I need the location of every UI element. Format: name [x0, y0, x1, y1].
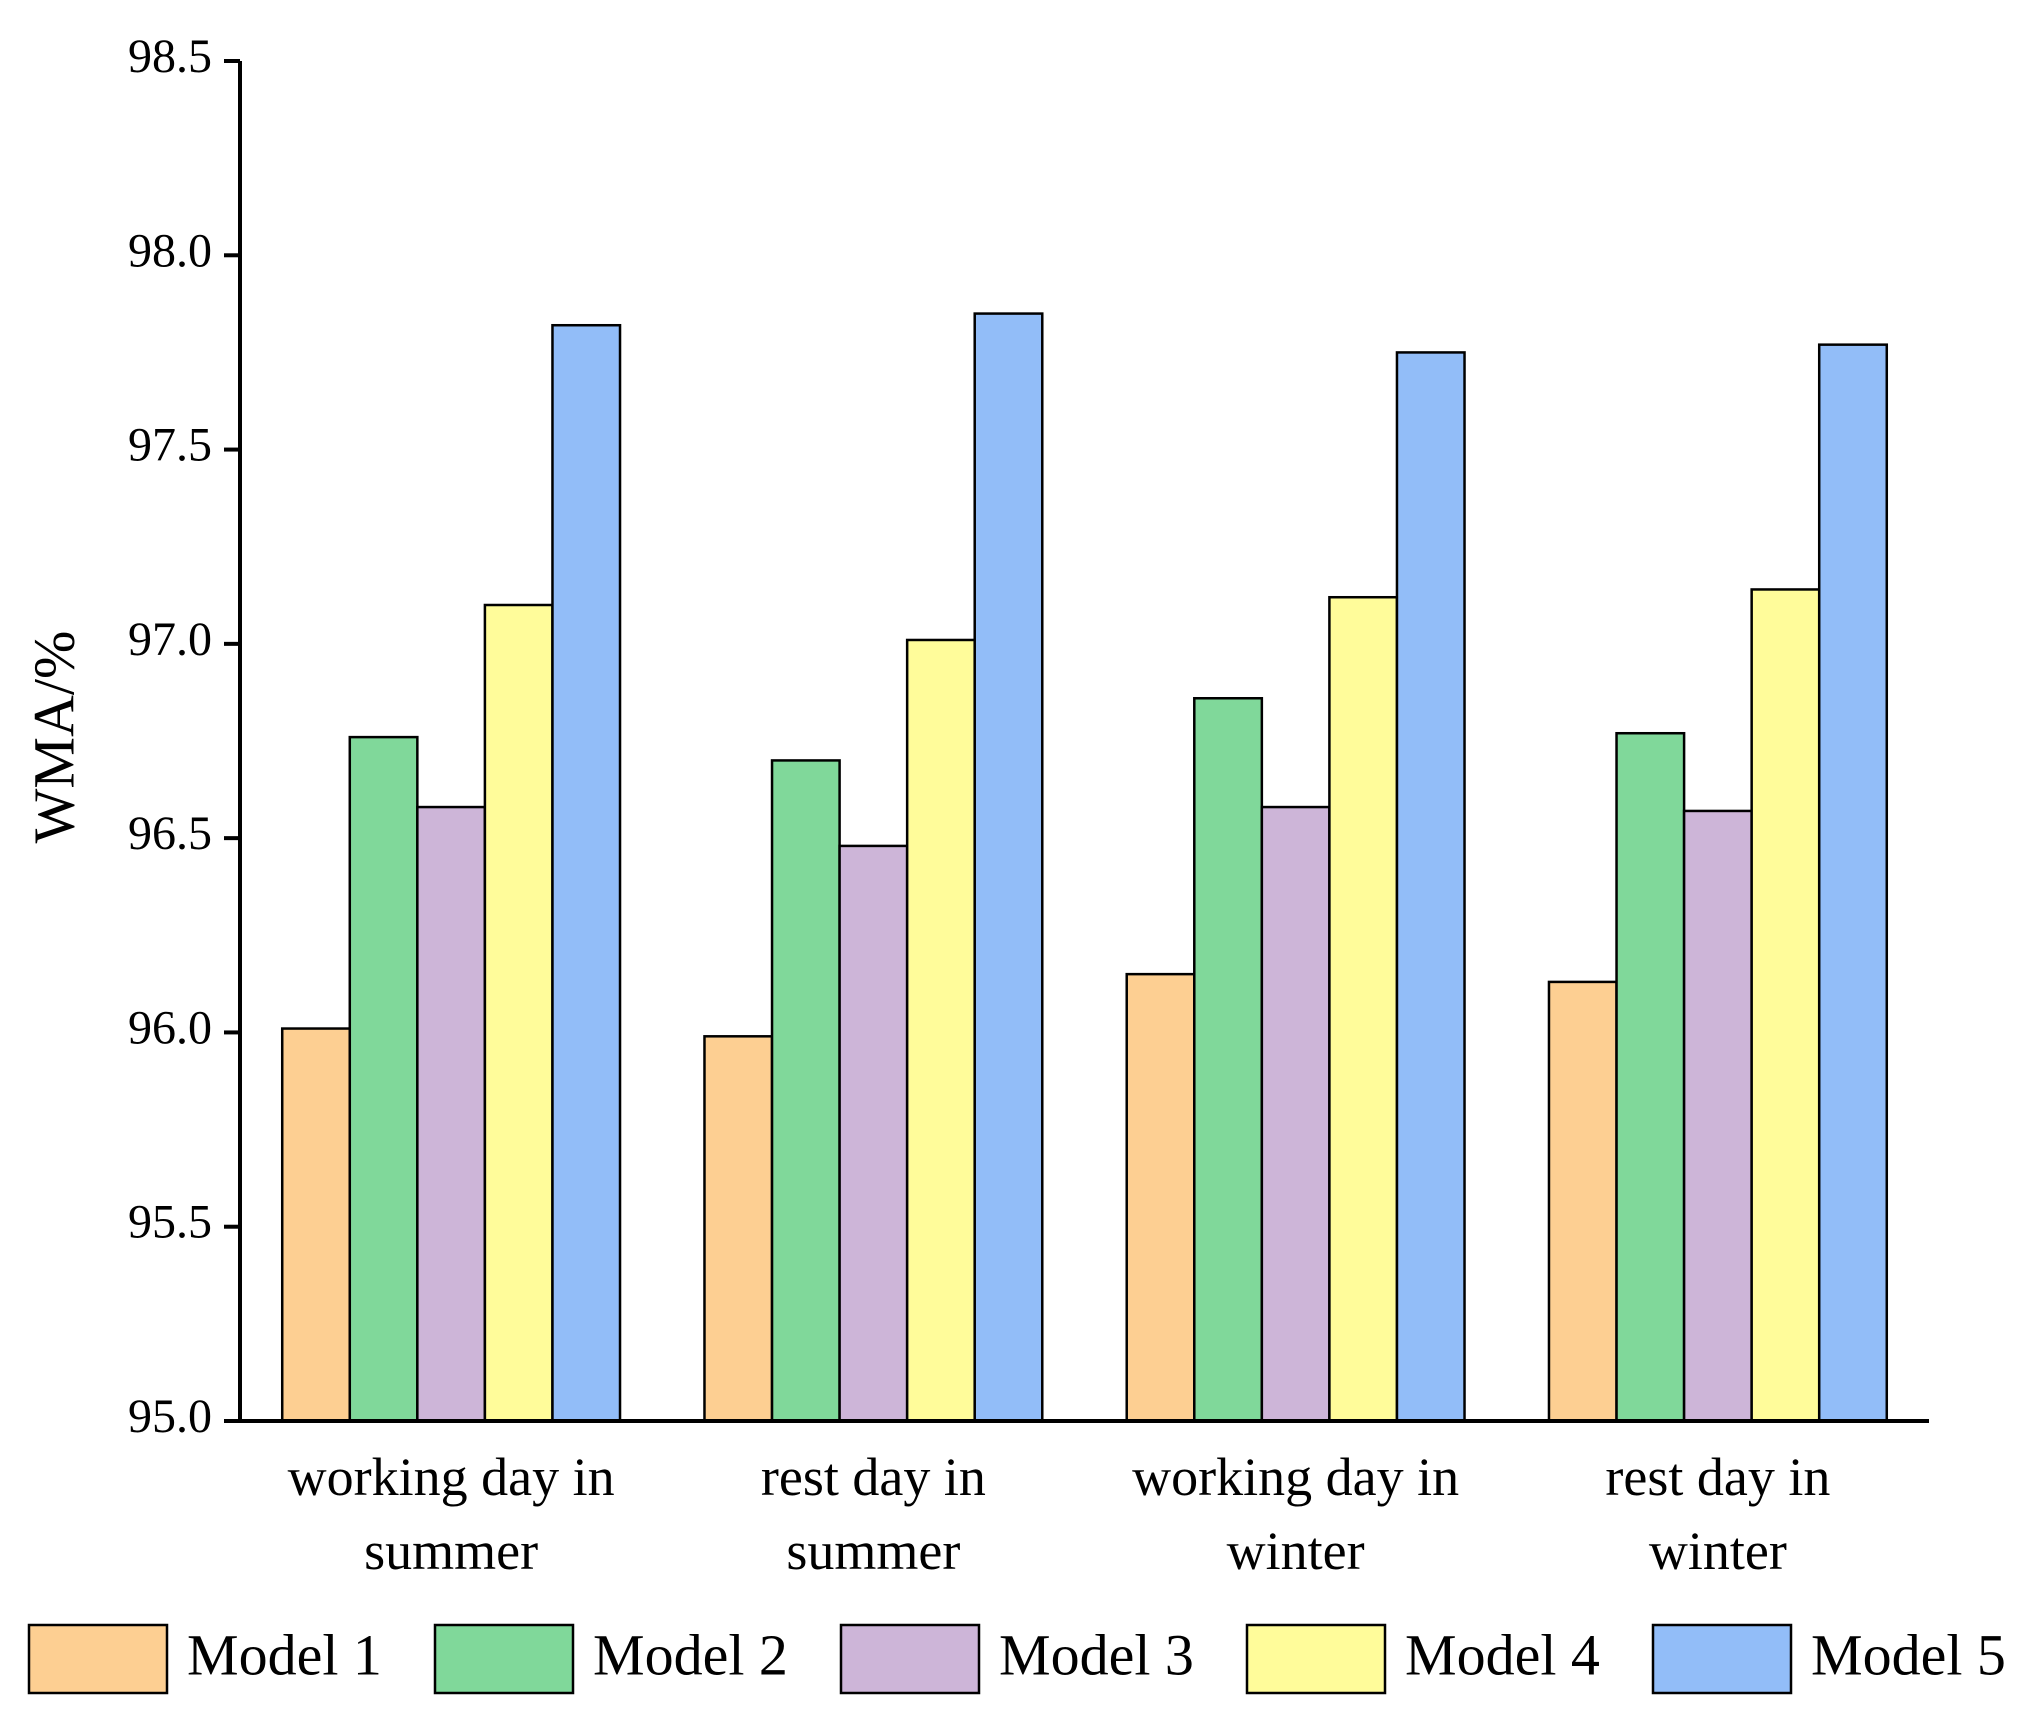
y-tick-label: 97.5 — [128, 419, 212, 472]
y-tick-label: 96.5 — [128, 807, 212, 860]
bar — [1260, 805, 1331, 1423]
legend-label: Model 4 — [1405, 1622, 1600, 1687]
y-axis-label: WMA/% — [21, 631, 86, 844]
bar — [1615, 731, 1686, 1423]
bar — [905, 638, 976, 1423]
bar — [280, 1027, 352, 1423]
y-tick-label: 97.0 — [128, 613, 212, 666]
legend-swatch — [27, 1623, 169, 1695]
legend-swatch — [433, 1623, 575, 1695]
legend-swatch — [1651, 1623, 1793, 1695]
y-tick-label: 95.0 — [128, 1390, 212, 1443]
y-tick-label: 98.5 — [128, 30, 212, 83]
bar — [1750, 588, 1821, 1423]
bar — [551, 323, 622, 1423]
bar — [703, 1035, 774, 1423]
x-tick-label: rest day in winter — [1605, 1447, 1830, 1581]
legend-label: Model 3 — [999, 1622, 1194, 1687]
y-tick-label: 95.5 — [128, 1196, 212, 1249]
legend-label: Model 2 — [593, 1622, 788, 1687]
legend-label: Model 5 — [1811, 1622, 2006, 1687]
x-tick-label: working day in summer — [288, 1447, 615, 1581]
bar — [1817, 343, 1889, 1423]
bar — [973, 312, 1044, 1423]
bar — [348, 735, 419, 1423]
legend-label: Model 1 — [187, 1622, 382, 1687]
bar — [1682, 809, 1753, 1423]
x-tick-label: working day in winter — [1132, 1447, 1459, 1581]
bar — [1395, 351, 1466, 1423]
bar — [1125, 972, 1196, 1423]
bar — [483, 603, 554, 1423]
legend-swatch — [1245, 1623, 1387, 1695]
legend-swatch — [839, 1623, 981, 1695]
bar — [1547, 980, 1618, 1423]
x-tick-label: rest day in summer — [761, 1447, 986, 1581]
y-tick-label: 98.0 — [128, 224, 212, 277]
bar — [838, 844, 909, 1423]
bar — [770, 759, 841, 1423]
bar — [1193, 697, 1264, 1423]
bar — [416, 805, 487, 1423]
bar — [1328, 595, 1399, 1423]
y-tick-label: 96.0 — [128, 1001, 212, 1054]
